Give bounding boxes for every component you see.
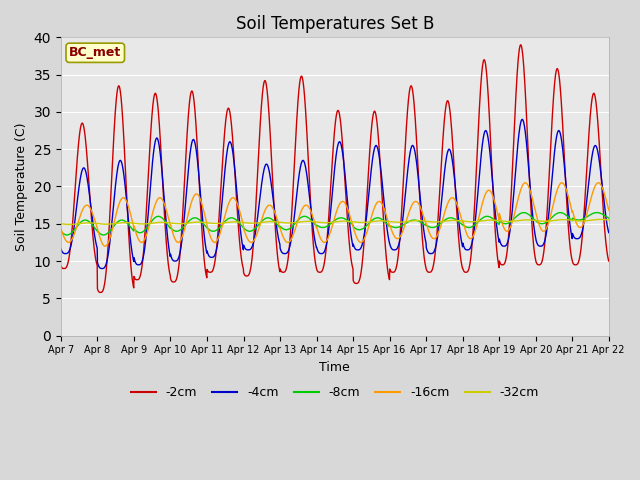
-2cm	[517, 42, 525, 48]
Line: -2cm: -2cm	[61, 45, 609, 292]
-4cm	[557, 133, 564, 139]
-2cm	[351, 280, 358, 286]
-8cm	[520, 210, 527, 216]
-4cm	[494, 234, 502, 240]
-16cm	[494, 213, 502, 218]
-32cm	[210, 220, 218, 226]
-4cm	[363, 213, 371, 218]
-16cm	[363, 230, 371, 236]
Line: -4cm: -4cm	[61, 120, 609, 268]
-2cm	[605, 258, 612, 264]
-4cm	[210, 253, 218, 259]
-32cm	[596, 216, 604, 222]
-8cm	[63, 232, 71, 238]
Line: -16cm: -16cm	[61, 183, 609, 246]
-8cm	[557, 210, 564, 216]
-16cm	[605, 207, 612, 213]
-32cm	[605, 217, 612, 223]
-4cm	[518, 117, 526, 122]
X-axis label: Time: Time	[319, 361, 350, 374]
-8cm	[351, 225, 358, 231]
-8cm	[494, 221, 502, 227]
-8cm	[57, 228, 65, 234]
Text: BC_met: BC_met	[69, 46, 122, 60]
-32cm	[557, 217, 564, 223]
-2cm	[572, 262, 580, 268]
-32cm	[572, 218, 580, 224]
-2cm	[557, 92, 564, 97]
-4cm	[572, 236, 580, 241]
-16cm	[572, 219, 580, 225]
-4cm	[605, 230, 612, 236]
-4cm	[57, 246, 65, 252]
-32cm	[351, 219, 358, 225]
-2cm	[210, 264, 218, 270]
-32cm	[66, 222, 74, 228]
-2cm	[494, 259, 502, 265]
-32cm	[494, 218, 502, 224]
-4cm	[351, 245, 358, 251]
-8cm	[210, 228, 218, 234]
-8cm	[572, 217, 580, 223]
-8cm	[363, 223, 371, 228]
Title: Soil Temperatures Set B: Soil Temperatures Set B	[236, 15, 434, 33]
-4cm	[98, 265, 106, 271]
-32cm	[363, 219, 371, 225]
-16cm	[351, 229, 358, 235]
Line: -8cm: -8cm	[61, 213, 609, 235]
-2cm	[363, 199, 371, 204]
-16cm	[101, 243, 109, 249]
-32cm	[57, 221, 65, 227]
-16cm	[57, 226, 65, 231]
-16cm	[557, 180, 564, 186]
-2cm	[57, 263, 65, 269]
Y-axis label: Soil Temperature (C): Soil Temperature (C)	[15, 122, 28, 251]
Line: -32cm: -32cm	[61, 219, 609, 225]
Legend: -2cm, -4cm, -8cm, -16cm, -32cm: -2cm, -4cm, -8cm, -16cm, -32cm	[125, 381, 544, 404]
-16cm	[522, 180, 529, 186]
-16cm	[210, 240, 218, 245]
-8cm	[605, 215, 612, 221]
-2cm	[97, 289, 104, 295]
